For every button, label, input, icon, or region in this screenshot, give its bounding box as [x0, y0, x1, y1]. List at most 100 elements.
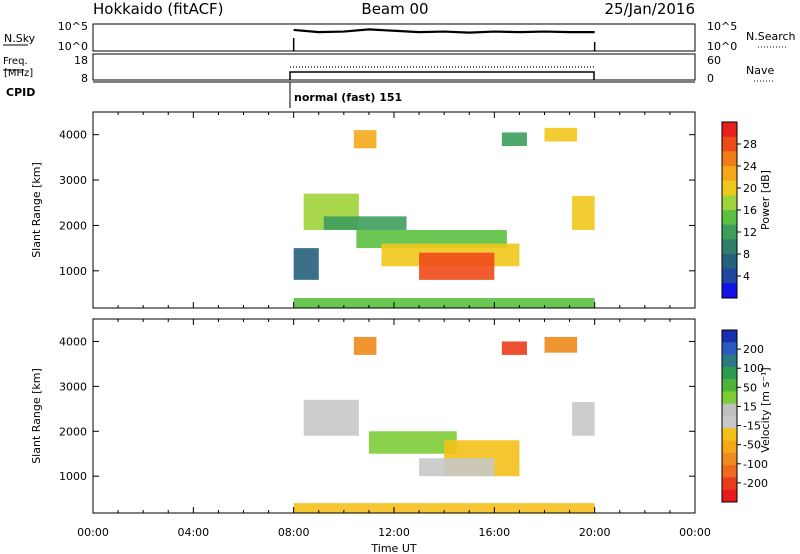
nsky-tick-bottom: 10^0	[58, 40, 88, 53]
nsky-panel: N.Sky 10^5 10^0 10^5 10^0 N.Search	[3, 20, 796, 53]
colorbar-cell	[722, 342, 737, 356]
colorbar-cell	[722, 210, 737, 226]
colorbar-cell	[722, 366, 737, 380]
colorbar-label: 12	[743, 226, 757, 239]
power-colorbar-title: Power [dB]	[759, 170, 772, 230]
power-ylabel: Slant Range [km]	[30, 162, 43, 258]
region-velocity-5	[368, 431, 457, 454]
velocity-panel: 1000 2000 3000 4000 Slant Range [km]	[30, 318, 696, 514]
colorbar-cell	[722, 166, 737, 182]
colorbar-cell	[722, 136, 737, 152]
colorbar-label: 24	[743, 160, 757, 173]
x-axis: 00:00 04:00 08:00 12:00 16:00 20:00 00:00	[77, 526, 711, 539]
colorbar-cell	[722, 224, 737, 240]
colorbar-label: 16	[743, 204, 757, 217]
power-panel: 1000 2000 3000 4000 Slant Range [km]	[30, 111, 696, 309]
cpid-label: CPID	[6, 86, 35, 99]
colorbar-cell	[722, 379, 737, 392]
ytick-label: 1000	[59, 265, 87, 278]
nsky-label: N.Sky	[4, 32, 36, 45]
colorbar-cell	[722, 330, 737, 343]
velocity-heatmap	[293, 336, 595, 513]
nave-label: Nave	[746, 64, 774, 77]
xtick-label: 00:00	[77, 526, 109, 539]
freq-label-top: Freq.	[3, 56, 28, 67]
colorbar-cell	[722, 239, 737, 255]
nave-tick-top: 60	[707, 54, 721, 67]
velocity-colorbar: 200 100 50 15 -15 -50 -100 -200	[721, 329, 768, 503]
xtick-label: 00:00	[679, 526, 711, 539]
ytick-label: 2000	[59, 425, 87, 438]
region-power-8	[419, 252, 495, 280]
ytick-label: 4000	[59, 129, 87, 142]
freq-tick-top: 18	[74, 54, 88, 67]
colorbar-cell	[722, 254, 737, 270]
colorbar-cell	[722, 195, 737, 211]
velocity-ylabel: Slant Range [km]	[30, 368, 43, 464]
nave-tick-bottom: 0	[707, 72, 714, 85]
x-axis-label: Time UT	[370, 542, 416, 554]
colorbar-label: -50	[743, 439, 761, 452]
xtick-label: 20:00	[579, 526, 611, 539]
cpid-mode-text: normal (fast) 151	[294, 91, 402, 104]
region-velocity-2	[544, 336, 578, 353]
colorbar-cell	[722, 180, 737, 196]
power-axis-ticks: 1000 2000 3000 4000	[59, 112, 696, 308]
colorbar-cell	[722, 283, 737, 299]
ytick-label: 4000	[59, 335, 87, 348]
nsearch-tick-bottom: 10^0	[707, 40, 737, 53]
ytick-label: 3000	[59, 380, 87, 393]
colorbar-label: 8	[743, 248, 750, 261]
xtick-label: 16:00	[478, 526, 510, 539]
region-power-5	[572, 195, 595, 230]
velocity-axis-ticks: 1000 2000 3000 4000	[59, 319, 696, 513]
ytick-label: 1000	[59, 470, 87, 483]
ytick-label: 3000	[59, 174, 87, 187]
region-velocity-4	[572, 402, 595, 436]
region-velocity-1	[501, 341, 527, 355]
colorbar-label: 20	[743, 182, 757, 195]
xtick-label: 08:00	[278, 526, 310, 539]
nsearch-tick-top: 10^5	[707, 20, 737, 33]
colorbar-cell	[722, 416, 737, 429]
region-velocity-3	[303, 399, 359, 436]
region-power-0	[353, 130, 377, 149]
freq-label-bottom: [MHz]	[4, 68, 33, 79]
power-heatmap	[293, 127, 595, 308]
colorbar-label: 100	[743, 362, 764, 375]
colorbar-cell	[722, 477, 737, 491]
colorbar-cell	[722, 122, 737, 138]
colorbar-label: 15	[743, 400, 757, 413]
colorbar-frame	[721, 329, 738, 503]
freq-panel: Freq. [MHz] 18 8 60 0 Nave	[3, 53, 774, 85]
ytick-label: 2000	[59, 219, 87, 232]
xtick-label: 04:00	[177, 526, 209, 539]
colorbar-cell	[722, 403, 737, 417]
colorbar-cell	[722, 465, 737, 478]
region-velocity-7	[419, 458, 495, 477]
colorbar-cell	[722, 440, 737, 454]
colorbar-label: 50	[743, 381, 757, 394]
colorbar-cell	[722, 452, 737, 466]
power-colorbar: 28 24 20 16 12 8 4	[721, 121, 757, 299]
region-velocity-0	[353, 336, 377, 355]
freq-tick-bottom: 8	[81, 72, 88, 85]
colorbar-cell	[722, 151, 737, 167]
xtick-label: 12:00	[378, 526, 410, 539]
region-power-9	[293, 248, 319, 280]
colorbar-cell	[722, 268, 737, 284]
title-right: 25/Jan/2016	[605, 0, 696, 18]
colorbar-label: 200	[743, 343, 764, 356]
title-left: Hokkaido (fitACF)	[93, 0, 224, 18]
region-power-10	[293, 298, 595, 308]
nsky-line	[292, 28, 596, 51]
colorbar-label: 28	[743, 138, 757, 151]
region-velocity-8	[293, 503, 595, 513]
region-power-4	[323, 216, 407, 230]
colorbar-cell	[722, 489, 737, 503]
colorbar-cell	[722, 391, 737, 405]
title-center: Beam 00	[361, 0, 428, 18]
cpid-row: CPID normal (fast) 151	[6, 81, 695, 108]
nsky-series	[293, 28, 595, 34]
